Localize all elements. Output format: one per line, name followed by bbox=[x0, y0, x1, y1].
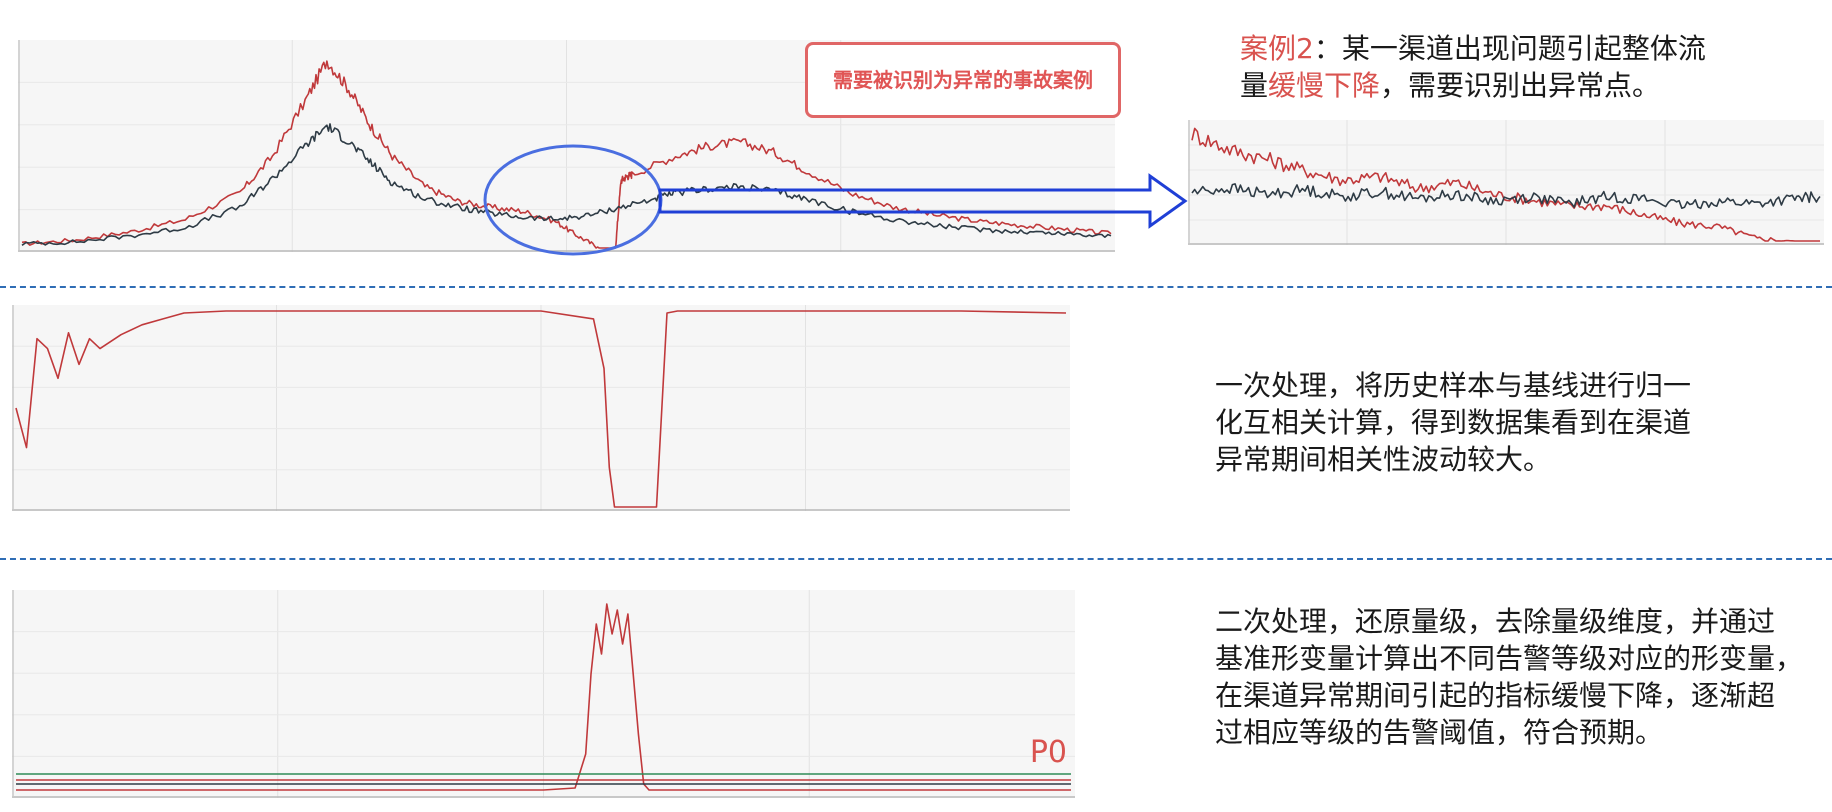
deformation-chart-svg bbox=[12, 590, 1075, 798]
deformation-chart: P0 bbox=[12, 590, 1075, 798]
zoom-chart bbox=[1188, 120, 1824, 245]
case-line-2: 量缓慢下降，需要识别出异常点。 bbox=[1240, 67, 1800, 104]
series-line-1 bbox=[15, 310, 1067, 508]
series-line-1 bbox=[16, 603, 1071, 791]
second-line-1: 二次处理，还原量级，去除量级维度，并通过 bbox=[1215, 605, 1776, 638]
case-text-1: ：某一渠道出现问题引起整体流 bbox=[1313, 32, 1706, 65]
series-line-2 bbox=[1191, 183, 1821, 210]
first-line-2: 化互相关计算，得到数据集看到在渠道 bbox=[1215, 406, 1692, 439]
second-line-2: 基准形变量计算出不同告警等级对应的形变量， bbox=[1215, 642, 1804, 675]
case-text-2a: 量 bbox=[1240, 69, 1269, 102]
first-processing-description: 一次处理，将历史样本与基线进行归一 化互相关计算，得到数据集看到在渠道 异常期间… bbox=[1215, 367, 1775, 478]
anomaly-callout: 需要被识别为异常的事故案例 bbox=[805, 42, 1121, 118]
case-line-1: 案例2：某一渠道出现问题引起整体流 bbox=[1240, 30, 1800, 67]
second-line-4: 过相应等级的告警阈值，符合预期。 bbox=[1215, 716, 1664, 749]
first-line-3: 异常期间相关性波动较大。 bbox=[1215, 443, 1552, 476]
first-line-1: 一次处理，将历史样本与基线进行归一 bbox=[1215, 369, 1692, 402]
second-processing-description: 二次处理，还原量级，去除量级维度，并通过 基准形变量计算出不同告警等级对应的形变… bbox=[1215, 603, 1825, 751]
case-text-2b: ，需要识别出异常点。 bbox=[1380, 69, 1661, 102]
zoom-chart-svg bbox=[1188, 120, 1824, 245]
correlation-chart bbox=[12, 305, 1070, 511]
section-divider-1 bbox=[0, 286, 1832, 288]
case-prefix: 案例2 bbox=[1240, 32, 1314, 65]
case-description: 案例2：某一渠道出现问题引起整体流 量缓慢下降，需要识别出异常点。 bbox=[1240, 30, 1800, 104]
second-line-3: 在渠道异常期间引起的指标缓慢下降，逐渐超 bbox=[1215, 679, 1776, 712]
p0-label: P0 bbox=[1029, 735, 1067, 770]
correlation-chart-svg bbox=[12, 305, 1070, 511]
case-highlight: 缓慢下降 bbox=[1268, 69, 1381, 102]
section-divider-2 bbox=[0, 558, 1832, 560]
